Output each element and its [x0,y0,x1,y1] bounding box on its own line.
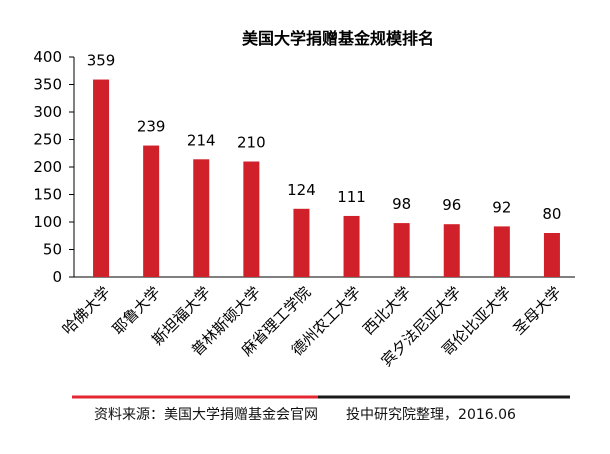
y-tick-label: 50 [43,241,62,259]
bar [443,224,460,277]
credit-text: 投中研究院整理，2016.06 [346,407,516,423]
bar [343,215,360,277]
y-tick-label: 100 [33,213,62,231]
bar [243,161,260,277]
source-note: 资料来源：美国大学捐赠基金会官网 投中研究院整理，2016.06 [0,404,610,424]
bar [293,208,310,277]
data-label: 214 [187,131,216,149]
y-tick-label: 350 [33,76,62,94]
data-labels: 359 239 214 210 124 111 98 96 92 80 [87,52,562,223]
y-tick-label: 300 [33,103,62,121]
y-tick-label: 400 [33,48,62,66]
data-label: 92 [492,198,511,216]
data-label: 210 [237,134,266,152]
y-axis: 0 50 100 150 200 250 300 350 400 [33,48,75,286]
data-label: 80 [542,205,561,223]
data-label: 124 [287,181,316,199]
data-label: 98 [392,195,411,213]
data-label: 359 [87,52,116,70]
bars [93,79,560,277]
bar [543,233,560,277]
bar [493,226,510,277]
y-tick-label: 0 [52,268,62,286]
y-tick-label: 200 [33,158,62,176]
category-label: 圣母大学 [510,283,565,338]
data-label: 96 [442,196,461,214]
data-label: 111 [337,188,366,206]
category-labels: 哈佛大学耶鲁大学斯坦福大学普林斯顿大学麻省理工学院德州农工大学西北大学宾夕法尼亚… [59,283,565,370]
chart-title: 美国大学捐赠基金规模排名 [242,29,434,48]
data-label: 239 [137,118,166,136]
bar [393,223,410,277]
category-label: 哈佛大学 [59,283,114,338]
y-tick-label: 150 [33,186,62,204]
bar [93,79,110,277]
y-tick-label: 250 [33,131,62,149]
bar [143,145,160,277]
bar [193,159,210,277]
source-text: 资料来源：美国大学捐赠基金会官网 [94,407,319,423]
